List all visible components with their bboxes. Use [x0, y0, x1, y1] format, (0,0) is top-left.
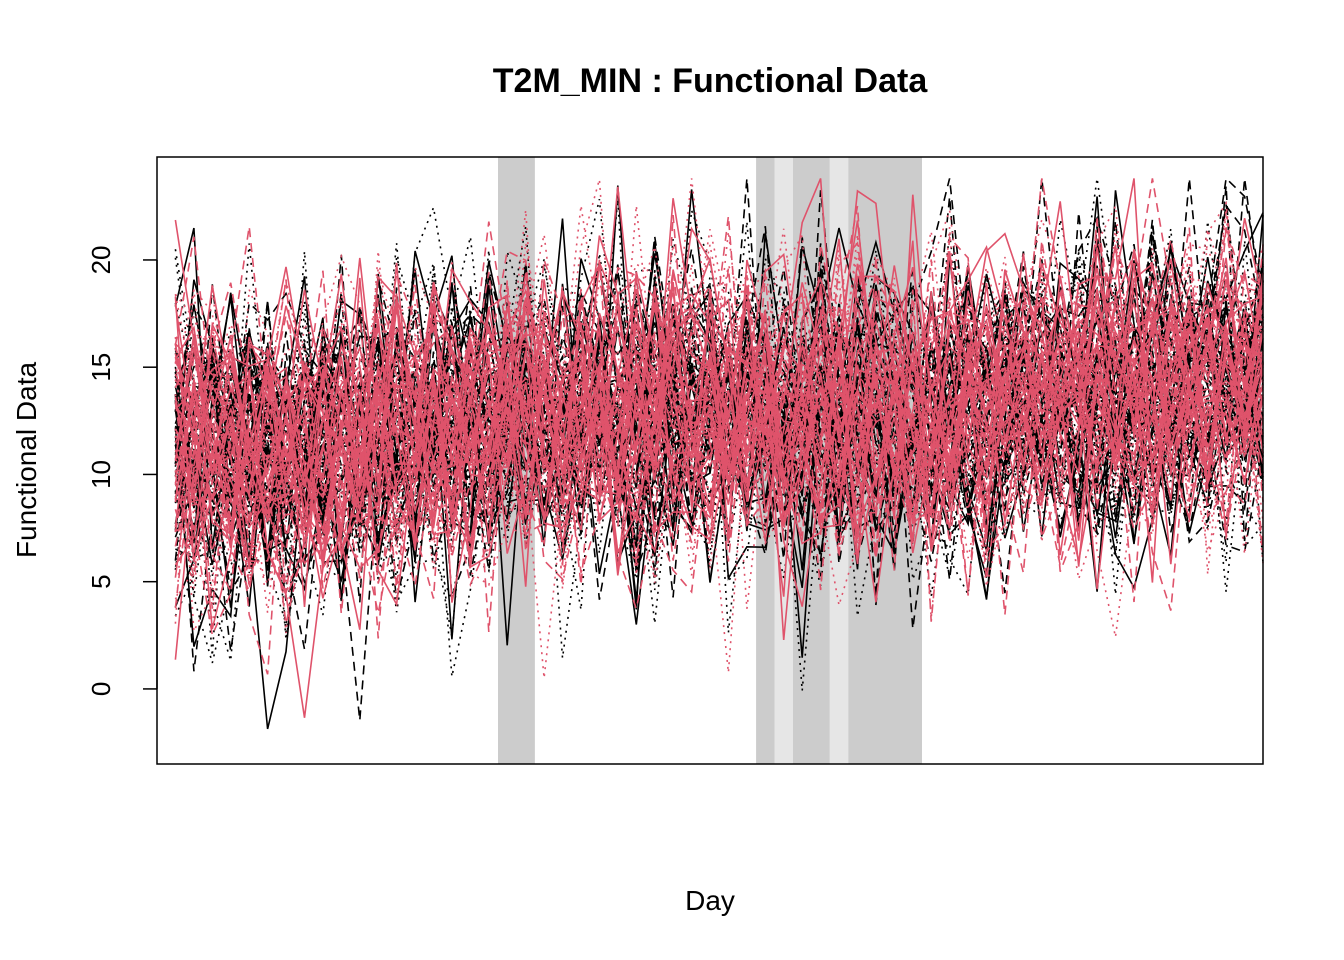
- series-line: [174, 260, 1264, 632]
- functional-curves: [174, 176, 1264, 730]
- y-axis: 0 5 10 15 20: [86, 245, 158, 696]
- series-line: [174, 284, 1264, 614]
- series-line: [174, 216, 1264, 544]
- series-line: [174, 203, 1264, 537]
- chart-title: T2M_MIN : Functional Data: [493, 62, 929, 100]
- series-line: [174, 349, 1264, 639]
- series-line: [174, 251, 1264, 563]
- series-line: [174, 286, 1264, 584]
- series-line: [174, 227, 1264, 586]
- series-line: [174, 220, 1264, 540]
- series-line: [174, 303, 1264, 558]
- series-line: [174, 208, 1264, 557]
- series-line: [174, 200, 1264, 588]
- y-tick-label: 5: [86, 574, 116, 588]
- y-axis-label: Functional Data: [11, 362, 42, 559]
- y-tick-label: 10: [86, 460, 116, 489]
- series-line: [174, 296, 1264, 576]
- series-line: [174, 228, 1264, 583]
- series-line: [174, 178, 1264, 600]
- series-line: [174, 256, 1264, 624]
- series-line: [174, 199, 1264, 517]
- x-axis-label: Day: [685, 885, 735, 916]
- series-line: [174, 252, 1264, 580]
- series-line: [174, 261, 1264, 559]
- y-tick-label: 20: [86, 245, 116, 274]
- series-line: [174, 178, 1264, 538]
- series-line: [174, 257, 1264, 583]
- series-line: [174, 275, 1264, 607]
- series-line: [174, 244, 1264, 624]
- series-line: [174, 189, 1264, 587]
- series-line: [174, 250, 1264, 587]
- series-line: [174, 296, 1264, 675]
- series-line: [174, 247, 1264, 613]
- series-line: [174, 317, 1264, 673]
- series-line: [174, 178, 1264, 544]
- y-tick-label: 15: [86, 353, 116, 382]
- series-line: [174, 186, 1264, 630]
- y-tick-label: 0: [86, 682, 116, 696]
- series-line: [175, 280, 1264, 614]
